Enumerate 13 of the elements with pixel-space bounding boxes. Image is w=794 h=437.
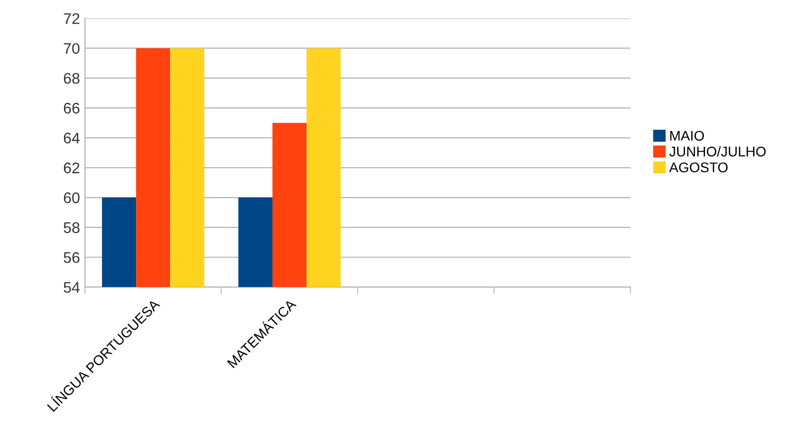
y-tick-label: 70 <box>64 43 80 54</box>
legend-label: JUNHO/JULHO <box>669 146 766 156</box>
y-tick-label: 62 <box>64 162 80 174</box>
y-tick-label: 58 <box>64 222 80 234</box>
y-tick-label: 64 <box>64 132 80 144</box>
y-tick-label: 68 <box>64 72 80 84</box>
legend-label: AGOSTO <box>669 162 728 172</box>
y-tick-label: 72 <box>64 13 80 24</box>
y-tick-label: 56 <box>64 252 80 263</box>
y-tick-label: 60 <box>64 192 80 204</box>
y-tick-label: 66 <box>64 102 80 114</box>
y-tick-label: 54 <box>64 282 80 293</box>
legend-label: MAIO <box>670 130 704 141</box>
